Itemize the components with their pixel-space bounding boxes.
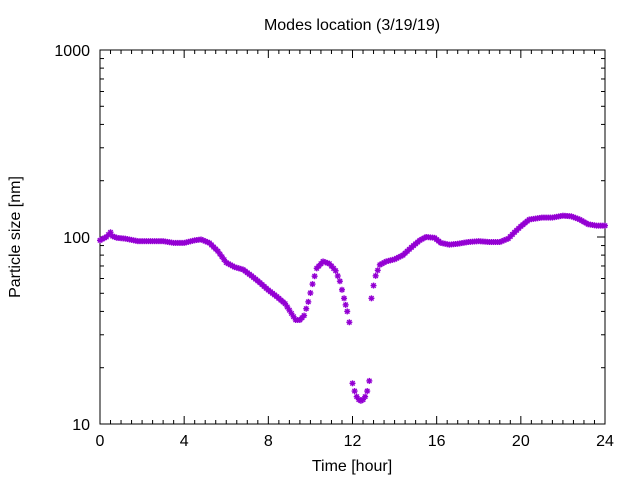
- data-point: [303, 305, 310, 312]
- x-tick-label: 0: [96, 433, 105, 450]
- data-point: [309, 281, 316, 288]
- data-point-stroke: [328, 263, 335, 269]
- ticks: [99, 49, 606, 425]
- data-point-stroke: [366, 378, 373, 384]
- data-point-stroke: [309, 281, 316, 287]
- data-point-stroke: [307, 290, 314, 296]
- plot-frame: [99, 49, 606, 425]
- x-tick-label: 12: [344, 433, 362, 450]
- x-tick-label: 20: [512, 433, 530, 450]
- data-point: [311, 273, 318, 280]
- data-point: [362, 393, 369, 400]
- data-point: [341, 295, 348, 302]
- data-point: [307, 289, 314, 296]
- data-point-stroke: [339, 287, 345, 293]
- data-point-stroke: [372, 273, 379, 279]
- data-point-stroke: [326, 260, 333, 267]
- data-point: [349, 380, 356, 387]
- data-point: [332, 267, 339, 274]
- data-point: [372, 272, 379, 279]
- data-point-stroke: [332, 268, 339, 274]
- data-point-stroke: [375, 267, 381, 274]
- data-point-stroke: [217, 251, 223, 257]
- chart-title: Modes location (3/19/19): [264, 17, 440, 34]
- data-point-stroke: [215, 248, 221, 254]
- x-tick-label: 8: [264, 433, 273, 450]
- data-point: [374, 267, 381, 274]
- data-point: [364, 388, 371, 395]
- data-point: [346, 319, 353, 326]
- data-point-stroke: [221, 257, 227, 263]
- data-point-stroke: [342, 302, 349, 308]
- data-point-stroke: [301, 312, 307, 319]
- data-point-stroke: [362, 393, 368, 400]
- x-tick-label: 4: [180, 433, 189, 450]
- y-axis-label: Particle size [nm]: [7, 176, 24, 298]
- data-point-stroke: [344, 308, 350, 315]
- data-point-stroke: [311, 273, 318, 279]
- axes: [99, 49, 606, 425]
- data-point-stroke: [107, 229, 114, 235]
- data-point-stroke: [351, 388, 358, 394]
- data-point-stroke: [219, 254, 225, 260]
- data-point-stroke: [364, 388, 370, 394]
- y-tick-label: 10: [72, 417, 90, 434]
- data-point-stroke: [335, 273, 341, 279]
- data-point-stroke: [305, 299, 312, 305]
- data-point-stroke: [284, 304, 290, 310]
- data-point-stroke: [370, 282, 377, 289]
- data-point: [334, 272, 341, 279]
- data-point-stroke: [349, 380, 356, 387]
- data-point: [301, 312, 308, 319]
- data-point-stroke: [354, 393, 360, 400]
- data-point: [351, 388, 358, 395]
- x-tick-label: 16: [428, 433, 446, 450]
- data-point-stroke: [282, 300, 288, 307]
- data-point: [342, 301, 349, 308]
- tick-labels: 0 4 8 12 16 20 24 10 100 1000: [54, 43, 614, 450]
- y-tick-label: 1000: [54, 43, 90, 60]
- data-point-stroke: [330, 265, 337, 272]
- x-axis-label: Time [hour]: [312, 458, 392, 475]
- data-point-stroke: [288, 310, 295, 317]
- x-tick-label: 24: [596, 433, 614, 450]
- data-point: [336, 278, 343, 285]
- data-point: [368, 295, 375, 302]
- data-point-stroke: [303, 306, 309, 312]
- data-point-stroke: [346, 319, 353, 325]
- data-point-stroke: [286, 307, 293, 313]
- data-point-stroke: [368, 295, 375, 302]
- data-point: [338, 286, 345, 293]
- data-point: [602, 222, 608, 229]
- data-point: [370, 282, 377, 289]
- data-point: [305, 298, 312, 305]
- data-points: [97, 212, 608, 404]
- data-point-stroke: [602, 222, 608, 229]
- data-point: [366, 377, 373, 384]
- data-point: [344, 308, 351, 315]
- y-tick-label: 100: [63, 230, 90, 247]
- data-point-stroke: [341, 295, 347, 302]
- data-point-stroke: [337, 278, 343, 284]
- data-point-stroke: [290, 314, 297, 320]
